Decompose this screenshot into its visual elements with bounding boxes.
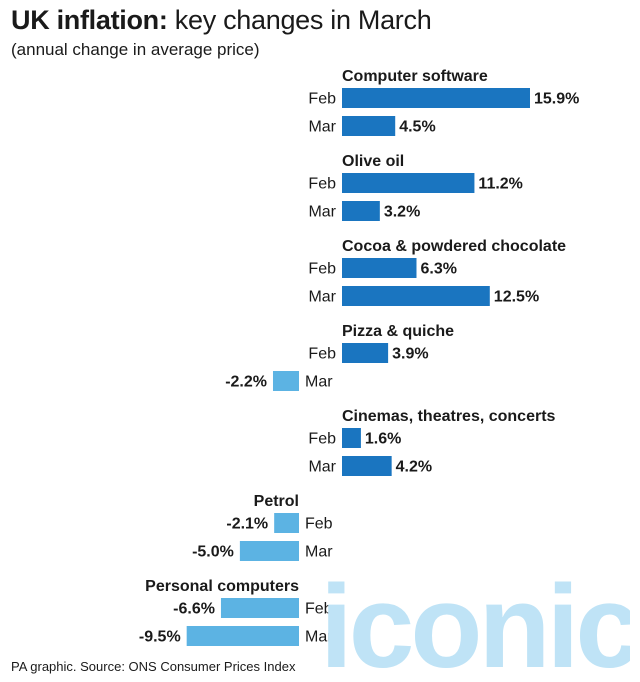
value-label: -2.2% — [225, 374, 267, 391]
value-label: 6.3% — [420, 261, 456, 278]
bar-feb — [342, 428, 361, 448]
value-label: -9.5% — [139, 629, 181, 646]
chart-title: UK inflation: key changes in March — [11, 4, 432, 36]
value-label: -5.0% — [192, 544, 234, 561]
category-label: Computer software — [342, 68, 488, 85]
source-note: PA graphic. Source: ONS Consumer Prices … — [11, 659, 296, 674]
month-label: Feb — [308, 346, 336, 363]
month-label: Feb — [308, 261, 336, 278]
bar-feb — [342, 88, 530, 108]
bar-mar — [342, 116, 396, 136]
value-label: 12.5% — [494, 289, 539, 306]
category-label: Petrol — [254, 493, 299, 510]
bar-mar — [239, 541, 299, 561]
category-label: Olive oil — [342, 153, 404, 170]
month-label: Feb — [308, 176, 336, 193]
bar-mar — [342, 456, 392, 476]
month-label: Mar — [308, 459, 336, 476]
bar-feb — [342, 343, 389, 363]
watermark-logo: iconic — [320, 575, 630, 675]
bar-feb — [220, 598, 299, 618]
month-label: Mar — [308, 119, 336, 136]
watermark-text: iconic — [320, 575, 630, 675]
month-label: Feb — [305, 516, 333, 533]
category-label: Cocoa & powdered chocolate — [342, 238, 566, 255]
month-label: Mar — [305, 629, 333, 646]
value-label: -2.1% — [226, 516, 268, 533]
bar-feb — [342, 173, 475, 193]
value-label: 1.6% — [365, 431, 401, 448]
category-label: Personal computers — [145, 578, 299, 595]
category-label: Cinemas, theatres, concerts — [342, 408, 556, 425]
value-label: 11.2% — [478, 176, 522, 193]
value-label: 4.2% — [396, 459, 432, 476]
value-label: -6.6% — [173, 601, 215, 618]
month-label: Mar — [308, 289, 336, 306]
month-label: Mar — [308, 204, 336, 221]
month-label: Mar — [305, 374, 333, 391]
bar-mar — [342, 201, 380, 221]
bar-feb — [274, 513, 299, 533]
value-label: 4.5% — [399, 119, 435, 136]
value-label: 3.2% — [384, 204, 420, 221]
chart-subtitle: (annual change in average price) — [11, 40, 260, 59]
value-label: 3.9% — [392, 346, 428, 363]
bar-mar — [272, 371, 299, 391]
category-label: Pizza & quiche — [342, 323, 454, 340]
month-label: Mar — [305, 544, 333, 561]
bar-feb — [342, 258, 417, 278]
chart-title-bold: UK inflation: — [11, 5, 168, 35]
month-label: Feb — [308, 431, 336, 448]
value-label: 15.9% — [534, 91, 579, 108]
chart-title-rest: key changes in March — [167, 5, 432, 35]
bar-mar — [186, 626, 299, 646]
bar-mar — [342, 286, 490, 306]
month-label: Feb — [305, 601, 333, 618]
month-label: Feb — [308, 91, 336, 108]
